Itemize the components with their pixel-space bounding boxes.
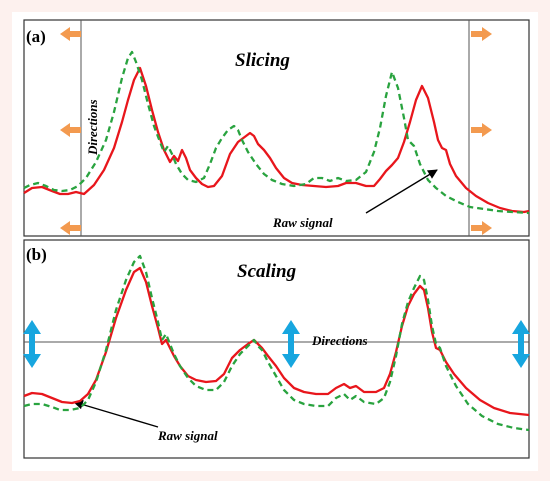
panel-b-frame xyxy=(23,239,530,459)
arrow-left-icon xyxy=(60,221,81,235)
panel-a-sliced-signal-curve xyxy=(23,50,530,215)
panel-b-scaled-signal-curve xyxy=(23,254,530,432)
panel-b-raw-signal-label: Raw signal xyxy=(157,428,218,443)
arrow-right-icon xyxy=(471,123,492,137)
double-arrow-vertical-icon xyxy=(23,320,41,368)
arrow-right-icon xyxy=(471,221,492,235)
panel-a-frame xyxy=(23,19,530,237)
panel-a-title: Slicing xyxy=(235,50,290,71)
panel-a-raw-signal-curve xyxy=(23,66,530,214)
double-arrow-vertical-icon xyxy=(282,320,300,368)
arrow-right-icon xyxy=(471,27,492,41)
panel-b-raw-signal-curve xyxy=(23,266,530,417)
panel-b-raw-signal-pointer xyxy=(73,399,159,428)
panel-b-directions-label: Directions xyxy=(311,333,368,348)
panel-a-raw-signal-pointer xyxy=(365,169,438,214)
panel-a-directions-label: Directions xyxy=(85,99,100,156)
panel-a-raw-signal-label: Raw signal xyxy=(272,215,333,230)
panel-b-title: Scaling xyxy=(237,261,296,282)
panel-a-label: (a) xyxy=(26,27,46,46)
double-arrow-vertical-icon xyxy=(512,320,530,368)
arrow-left-icon xyxy=(60,123,81,137)
panel-b: (b) Scaling Directions Raw signal xyxy=(23,239,530,459)
panel-b-label: (b) xyxy=(26,245,47,264)
panel-a: (a) Slicing Directions Raw signal xyxy=(23,19,530,237)
arrow-left-icon xyxy=(60,27,81,41)
